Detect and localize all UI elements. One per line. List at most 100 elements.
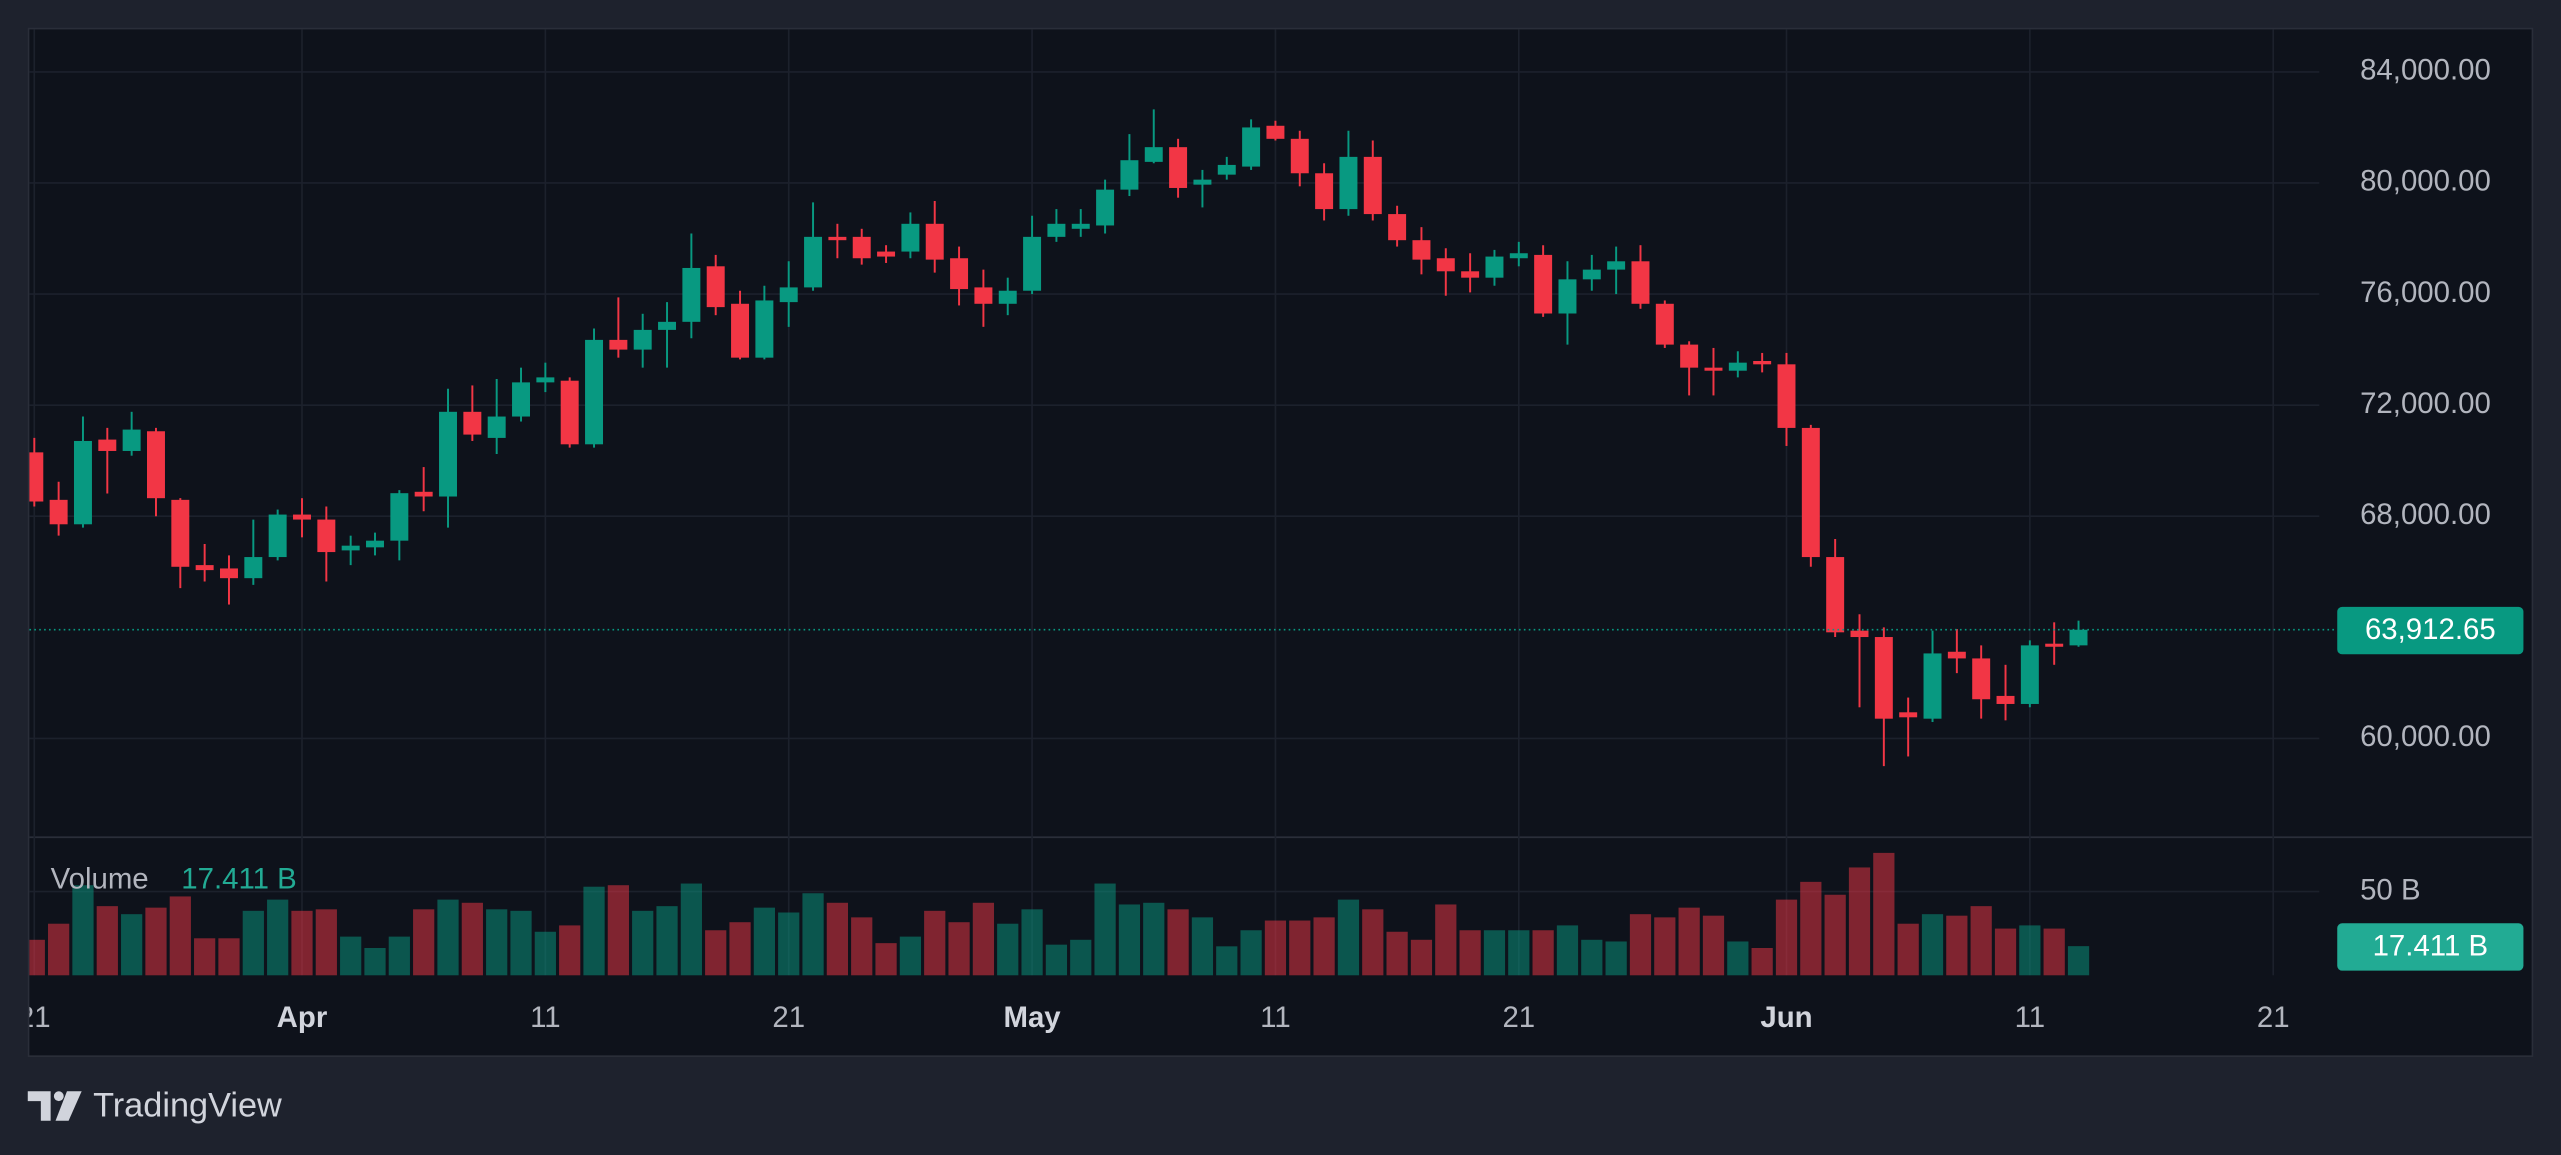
volume-bar [1143, 902, 1165, 976]
candle-body [390, 493, 409, 541]
candle-body [1266, 125, 1285, 139]
volume-legend-value: 17.411 B [181, 862, 296, 895]
candle-body [487, 416, 506, 438]
last-volume-badge [2337, 923, 2524, 971]
candle-body [1947, 651, 1966, 659]
candle-body [463, 411, 482, 435]
x-axis: 21 Apr 11 21 May 11 21 Jun 11 21 [29, 1001, 2289, 1034]
candle-body [877, 251, 896, 257]
x-tick-label: 11 [2015, 1001, 2046, 1034]
x-tick-label: Apr [277, 1001, 328, 1034]
candle-body [1217, 164, 1236, 175]
y-tick-label: 72,000.00 [2360, 387, 2491, 420]
volume-bar [364, 948, 386, 976]
candle-body [1972, 658, 1991, 700]
chart-frame [27, 27, 2534, 1057]
volume-bar [1435, 904, 1457, 976]
volume-bar [461, 902, 483, 976]
candle-body [950, 258, 969, 290]
candle-body [1412, 240, 1431, 260]
candle-body [98, 439, 117, 451]
candle-body [1339, 156, 1358, 210]
volume-bar [1556, 925, 1579, 976]
candle-body [731, 303, 750, 358]
volume-bar [534, 931, 556, 976]
volume-bar [121, 914, 143, 976]
last-price-badge [2337, 606, 2524, 655]
candle-body [439, 411, 457, 497]
brand-name: TradingView [93, 1087, 282, 1125]
x-tick-label: 21 [772, 1001, 805, 1034]
candle-body [1242, 127, 1261, 167]
candle-body [49, 499, 68, 525]
volume-bar [29, 939, 45, 976]
volume-bar [1970, 906, 1992, 976]
volume-bar [340, 936, 362, 976]
volume-bar [656, 906, 678, 976]
candle-body [1655, 303, 1674, 345]
candle-body [244, 557, 263, 579]
candle-body [2069, 629, 2088, 646]
candle-body [560, 380, 579, 445]
x-tick-label: 11 [1260, 1001, 1291, 1034]
candle-body [1801, 427, 1820, 558]
volume-bar [1508, 930, 1530, 976]
candle-body [1120, 160, 1139, 190]
volume-bar [1021, 909, 1043, 976]
volume-bar [315, 909, 337, 976]
candle-body [1169, 147, 1188, 188]
volume-bar [388, 936, 410, 976]
x-tick-label: 11 [530, 1001, 561, 1034]
candle-body [658, 321, 677, 330]
candle-body [609, 339, 628, 350]
volume-bar [632, 910, 654, 976]
volume-bar [1946, 915, 1968, 976]
volume-bar [778, 912, 800, 976]
volume-bar [802, 893, 824, 976]
volume-bar [486, 909, 508, 976]
candle-body [414, 491, 433, 497]
candle-body [1534, 254, 1553, 314]
candle-body [1363, 156, 1382, 215]
candle-body [779, 287, 798, 303]
logo-dot [53, 1091, 64, 1102]
volume-bar [1873, 852, 1895, 976]
candle-body [220, 568, 238, 579]
volume-bar [242, 910, 264, 976]
volume-bar [96, 906, 118, 976]
candle-body [171, 499, 190, 567]
volume-bar [948, 922, 970, 976]
volume-bar [1118, 904, 1141, 976]
volume-bar [1386, 931, 1408, 976]
candle-body [1071, 223, 1090, 229]
candle-body [852, 236, 871, 259]
volume-bar [2019, 925, 2041, 976]
volume-bar [169, 896, 191, 976]
candle-body [73, 440, 92, 525]
volume-bar [1775, 899, 1798, 976]
candle-body [1826, 557, 1845, 633]
volume-bar [1848, 867, 1871, 976]
candle-body [901, 223, 920, 252]
volume-bar [1483, 930, 1506, 976]
candle-body [1899, 712, 1918, 718]
candle-body [29, 452, 44, 502]
logo-mark [27, 1091, 51, 1121]
candle-body [682, 267, 701, 322]
price-pane [29, 109, 2088, 767]
volume-bar [1094, 883, 1116, 976]
last-price-label: 63,912.65 [2365, 613, 2496, 646]
y-tick-label: 76,000.00 [2360, 276, 2491, 309]
candle-body [1436, 258, 1455, 272]
volume-bar [1410, 939, 1433, 976]
candle-body [1290, 138, 1309, 174]
volume-bar [194, 938, 216, 976]
volume-bar [1289, 920, 1311, 976]
candle-body [804, 236, 823, 288]
volume-bar [1070, 939, 1092, 976]
volume-bar [851, 917, 873, 976]
volume-bar [145, 907, 167, 976]
volume-bar [1800, 881, 1822, 976]
candle-body [1388, 214, 1407, 241]
